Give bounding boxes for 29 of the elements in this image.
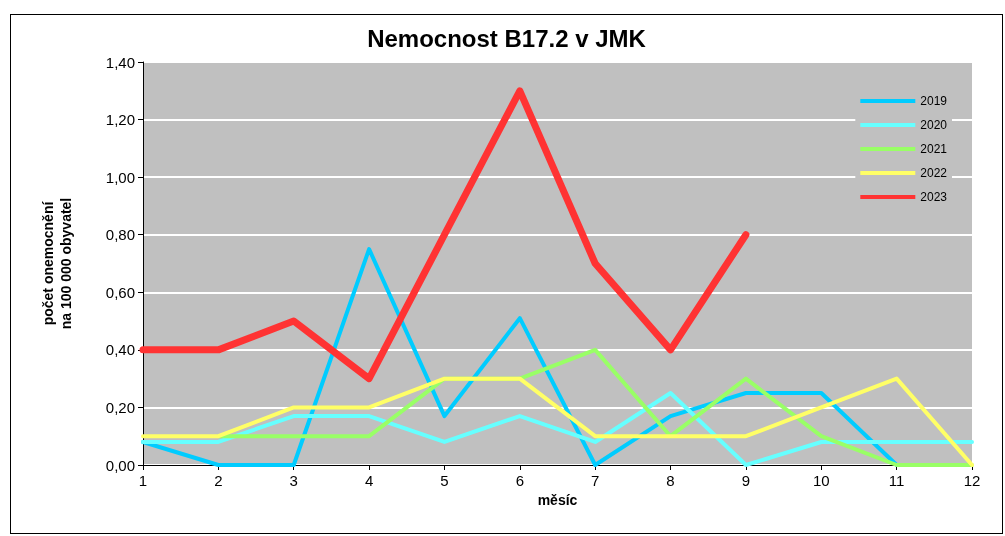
x-tick-label: 8 (666, 472, 675, 489)
chart-title: Nemocnost B17.2 v JMK (367, 24, 647, 52)
y-axis-title: počet onemocnění na 100 000 obyvatel (40, 197, 74, 330)
x-tick-label: 3 (289, 472, 298, 489)
y-tick-label: 1,00 (105, 168, 135, 186)
x-tick-label: 5 (440, 472, 449, 489)
x-tick-label: 7 (591, 472, 600, 489)
y-tick-label: 1,20 (105, 111, 135, 129)
y-tick-label: 0,20 (105, 398, 135, 416)
x-tick-label: 1 (138, 472, 148, 489)
legend-label: 2023 (920, 190, 948, 204)
x-tick-label: 10 (812, 472, 830, 489)
y-tick-label: 1,40 (105, 53, 135, 71)
y-tick-label: 0,60 (105, 283, 135, 301)
y-tick-label: 0,40 (105, 341, 135, 359)
legend-label: 2019 (920, 94, 948, 108)
legend-label: 2020 (920, 118, 948, 132)
legend-label: 2022 (920, 166, 948, 180)
y-tick-label: 0,80 (105, 226, 135, 244)
x-axis-title: měsíc (537, 492, 578, 508)
x-tick-label: 11 (888, 472, 905, 489)
x-tick-label: 4 (364, 472, 374, 489)
y-tick-label: 0,00 (105, 456, 135, 474)
x-tick-label: 12 (963, 472, 981, 489)
line-series (141, 247, 899, 467)
x-tick-label: 6 (515, 472, 524, 489)
legend-label: 2021 (920, 142, 948, 156)
x-tick-label: 9 (741, 472, 751, 489)
x-tick-label: 2 (214, 472, 223, 489)
